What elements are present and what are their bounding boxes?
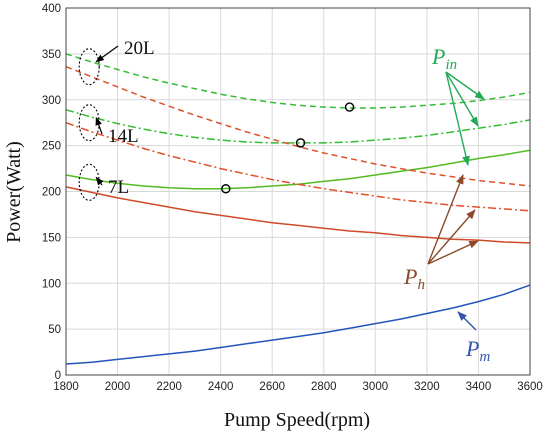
volume-label-7l: 7L	[108, 177, 129, 198]
volume-arrow	[95, 45, 119, 63]
label-p-h-main: P	[403, 264, 417, 289]
series-p-m	[65, 284, 531, 365]
series-p-in-20l	[65, 53, 531, 109]
x-tick-label: 2200	[156, 381, 182, 393]
min-point-marker	[344, 102, 355, 112]
y-axis-title: Power(Watt)	[3, 141, 25, 243]
min-point-marker	[221, 184, 231, 194]
x-tick-label: 1800	[53, 381, 79, 393]
y-tick-label: 300	[42, 95, 61, 107]
x-tick-label: 3600	[517, 381, 543, 393]
x-tick-label: 3000	[363, 381, 389, 393]
x-tick-label: 3400	[466, 381, 492, 393]
marker-layer	[221, 102, 355, 194]
label-p-m: Pm	[465, 336, 490, 365]
p-in-arrow	[445, 71, 470, 166]
label-p-in: Pin	[431, 44, 457, 73]
volume-label-20l: 20L	[124, 38, 155, 59]
x-tick-label: 2000	[105, 381, 131, 393]
y-tick-label: 150	[42, 232, 61, 244]
x-tick-label: 2400	[208, 381, 234, 393]
volume-arrow	[95, 116, 103, 135]
p-in-arrow	[445, 71, 479, 127]
y-tick-label: 350	[42, 49, 61, 61]
volume-arrow	[95, 176, 104, 186]
p-in-arrow	[445, 71, 485, 100]
min-point-marker	[295, 138, 306, 148]
volume-label-14l: 14L	[108, 126, 139, 147]
label-p-in-sub: in	[445, 57, 457, 73]
p-h-arrow	[427, 209, 476, 265]
y-tick-label: 400	[42, 3, 61, 15]
label-p-in-main: P	[431, 44, 445, 69]
x-tick-label: 2800	[311, 381, 337, 393]
plot-frame	[65, 7, 531, 376]
p-m-arrow	[457, 311, 477, 331]
series-p-h-14l	[65, 121, 531, 212]
y-tick-label: 250	[42, 141, 61, 153]
x-tick-label: 3200	[414, 381, 440, 393]
tick-labels: 1800 2000 2200 2400 2600 2800 3000 3200 3400 3600…	[42, 3, 543, 393]
series-p-in-14l	[65, 109, 531, 144]
p-h-arrow	[427, 240, 479, 265]
p-h-arrow	[427, 174, 464, 265]
x-tick-label: 2600	[259, 381, 285, 393]
y-tick-label: 0	[55, 370, 61, 382]
y-tick-label: 50	[48, 324, 61, 336]
label-p-m-sub: m	[479, 349, 490, 365]
label-p-h-sub: h	[417, 277, 425, 293]
series-p-h-7l	[65, 186, 531, 244]
y-tick-label: 100	[42, 278, 61, 290]
y-tick-label: 200	[42, 187, 61, 199]
x-axis-title: Pump Speed(rpm)	[224, 409, 370, 431]
label-p-m-main: P	[465, 336, 479, 361]
label-p-h: Ph	[403, 264, 425, 293]
volume-ellipse-20l	[78, 48, 100, 86]
